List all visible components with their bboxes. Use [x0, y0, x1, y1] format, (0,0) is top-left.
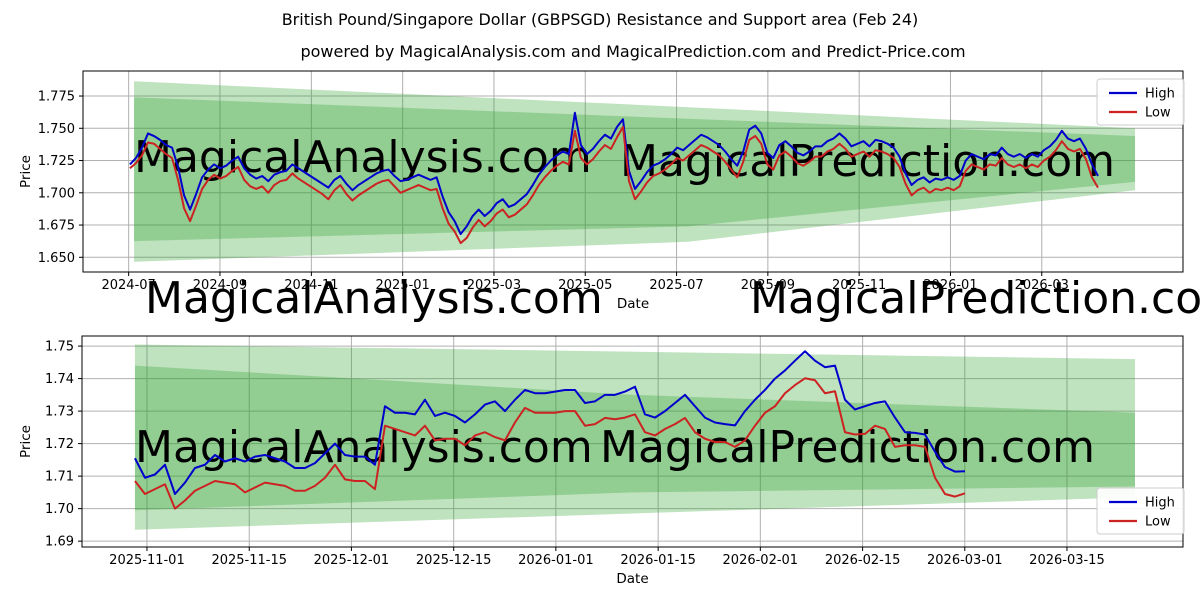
x-tick-label: 2026-03-01 [927, 553, 1003, 568]
x-tick-label: 2026-03 [1015, 278, 1069, 293]
x-tick-label: 2025-07 [649, 278, 703, 293]
y-tick-label: 1.650 [38, 251, 75, 266]
resistance-band [134, 81, 1136, 242]
legend-box [1096, 487, 1185, 535]
x-tick-label: 2026-02-15 [825, 553, 901, 568]
x-tick-label: 2025-11-15 [211, 553, 287, 568]
support-band [134, 97, 1136, 262]
y-tick-label: 1.72 [45, 437, 74, 452]
y-tick-label: 1.69 [45, 535, 74, 550]
y-axis-label: Price [18, 425, 34, 458]
y-tick-label: 1.675 [38, 219, 75, 234]
x-tick-label: 2026-01-15 [620, 553, 696, 568]
x-tick-label: 2026-01-01 [518, 553, 594, 568]
watermark-text: MagicalAnalysis.com [145, 273, 603, 324]
plot-border [81, 335, 1184, 548]
low-line [134, 377, 966, 510]
legend-low-label: Low [1145, 106, 1171, 121]
y-tick-label: 1.73 [45, 405, 74, 420]
x-tick-label: 2025-12-01 [314, 553, 390, 568]
low-line [129, 125, 1099, 245]
x-tick-label: 2025-12-15 [416, 553, 492, 568]
watermark-text: MagicalAnalysis.com [135, 422, 593, 473]
legend-low-label: Low [1145, 515, 1171, 530]
watermark-text: MagicalPrediction.com [600, 422, 1095, 473]
x-tick-label: 2024-11 [284, 278, 338, 293]
plot-border [82, 70, 1184, 273]
y-tick-label: 1.725 [38, 154, 75, 169]
x-tick-label: 2025-01 [375, 278, 429, 293]
x-axis-label: Date [616, 571, 648, 587]
high-line [134, 350, 966, 496]
y-axis-label: Price [18, 155, 34, 188]
x-tick-label: 2025-03 [467, 278, 521, 293]
x-tick-label: 2024-07 [101, 278, 155, 293]
y-tick-label: 1.700 [38, 186, 75, 201]
y-tick-label: 1.74 [45, 372, 74, 387]
y-tick-label: 1.70 [45, 502, 74, 517]
y-tick-label: 1.71 [45, 470, 74, 485]
figure-subtitle: powered by MagicalAnalysis.com and Magic… [300, 42, 966, 61]
x-tick-label: 2025-11-01 [109, 553, 185, 568]
watermark-text: MagicalAnalysis.com [134, 132, 592, 183]
figure-title: British Pound/Singapore Dollar (GBPSGD) … [281, 10, 919, 29]
x-tick-label: 2025-05 [558, 278, 612, 293]
x-tick-label: 2026-03-15 [1029, 553, 1105, 568]
x-tick-label: 2025-11 [832, 278, 886, 293]
x-tick-label: 2026-02-01 [723, 553, 799, 568]
y-tick-label: 1.75 [45, 340, 74, 355]
x-tick-label: 2024-09 [193, 278, 247, 293]
x-tick-label: 2026-01 [923, 278, 977, 293]
legend-high-label: High [1145, 496, 1175, 511]
y-tick-label: 1.775 [38, 90, 75, 105]
legend-box [1096, 78, 1185, 126]
x-tick-label: 2025-09 [741, 278, 795, 293]
legend-high-label: High [1145, 87, 1175, 102]
resistance-band [134, 344, 1135, 511]
x-axis-label: Date [617, 296, 649, 312]
high-line [129, 111, 1099, 236]
watermark-text: MagicalPrediction.com [750, 273, 1200, 324]
y-tick-label: 1.750 [38, 122, 75, 137]
